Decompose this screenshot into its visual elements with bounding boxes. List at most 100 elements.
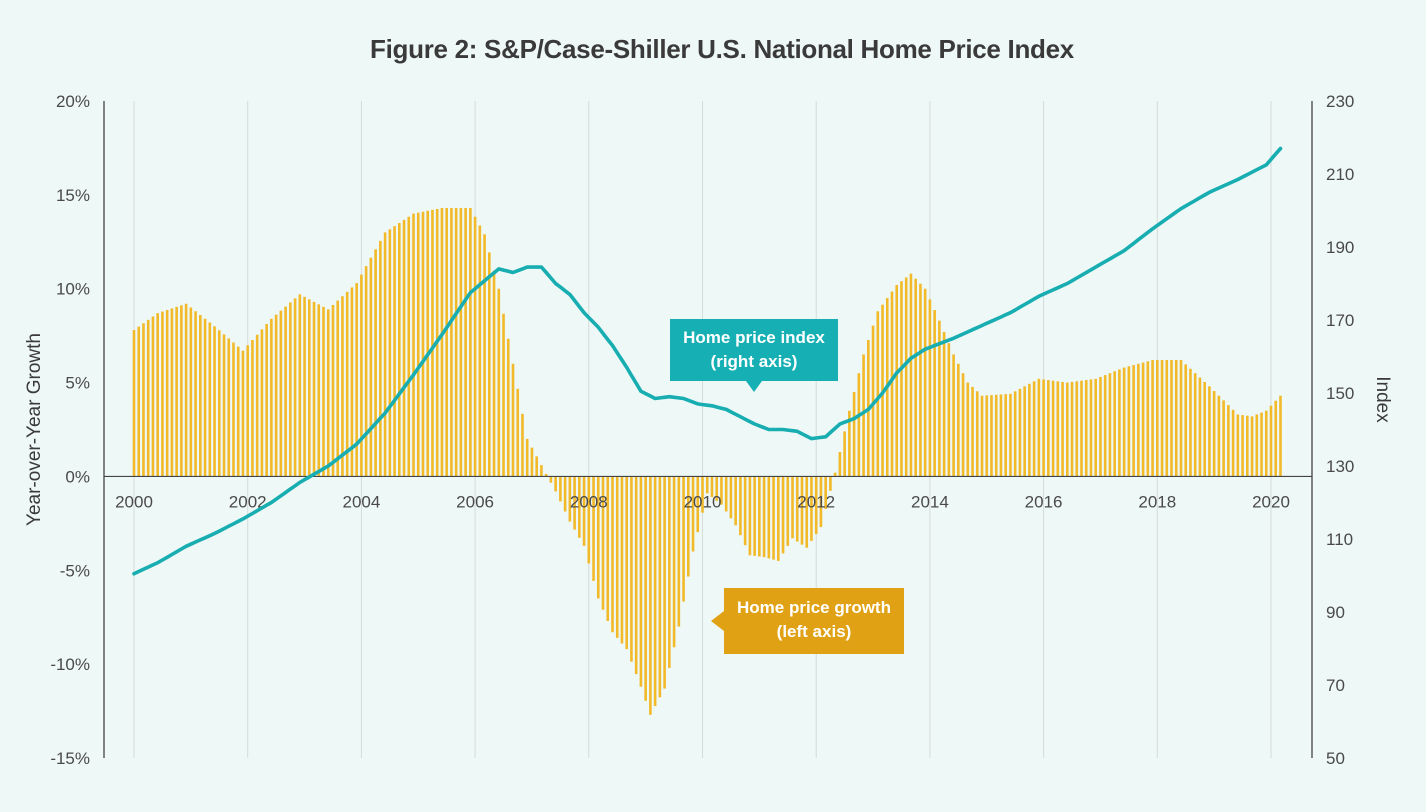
growth-bar: [857, 373, 861, 477]
growth-bar: [1051, 380, 1055, 477]
growth-bar: [132, 330, 136, 477]
growth-bar: [1089, 379, 1093, 477]
growth-bar: [1061, 381, 1064, 477]
left-tick-label: 15%: [56, 186, 90, 205]
growth-bar: [521, 413, 524, 477]
growth-bar: [668, 476, 671, 668]
growth-bar: [1103, 375, 1107, 477]
growth-bar: [620, 476, 624, 644]
growth-bar: [909, 273, 913, 477]
growth-bar: [663, 476, 666, 689]
growth-bar: [568, 476, 572, 522]
chart-title: Figure 2: S&P/Case-Shiller U.S. National…: [370, 34, 1074, 64]
growth-bar: [1099, 376, 1102, 477]
growth-bar: [729, 476, 733, 519]
growth-bar: [506, 338, 510, 477]
growth-bar: [777, 476, 780, 561]
growth-bar: [170, 308, 174, 477]
growth-bar: [241, 350, 245, 477]
growth-bar: [606, 476, 610, 621]
growth-bar: [445, 207, 448, 477]
growth-bar: [232, 342, 235, 477]
growth-bar: [1004, 394, 1007, 477]
x-tick-label: 2000: [115, 492, 153, 511]
growth-bar: [146, 319, 150, 477]
growth-bar: [364, 266, 368, 477]
growth-bar: [1023, 386, 1026, 477]
growth-bar: [672, 476, 676, 648]
growth-bar: [421, 211, 425, 477]
growth-bar: [871, 325, 875, 477]
growth-bar: [559, 476, 562, 502]
growth-bar: [971, 386, 974, 477]
growth-bar: [1246, 415, 1249, 477]
growth-bar: [1042, 379, 1045, 477]
growth-bar: [184, 303, 188, 477]
growth-bar: [957, 363, 960, 477]
growth-bar: [819, 476, 823, 528]
growth-bar: [1264, 410, 1268, 477]
growth-bar: [1236, 414, 1240, 477]
growth-bar: [303, 296, 306, 477]
growth-bar: [686, 476, 690, 577]
growth-bar: [980, 395, 984, 477]
growth-bar: [1137, 363, 1140, 477]
growth-bar: [478, 225, 482, 477]
growth-bar: [743, 476, 747, 546]
growth-bar: [762, 476, 766, 558]
growth-bar: [800, 476, 804, 545]
growth-bar: [407, 216, 411, 477]
growth-bar: [975, 391, 979, 477]
x-tick-label: 2008: [570, 492, 608, 511]
growth-bar: [838, 452, 842, 477]
growth-bar: [151, 316, 155, 477]
growth-bar: [682, 476, 685, 602]
growth-bar: [715, 476, 719, 501]
growth-bar: [473, 216, 477, 477]
growth-bar: [895, 284, 899, 477]
x-tick-label: 2020: [1252, 492, 1290, 511]
x-tick-label: 2016: [1025, 492, 1063, 511]
growth-bar: [426, 210, 430, 477]
growth-bar: [180, 305, 183, 477]
growth-bar: [933, 309, 936, 477]
growth-bar: [1174, 360, 1178, 477]
growth-bar: [644, 476, 647, 701]
growth-bar: [279, 310, 283, 477]
right-tick-label: 150: [1326, 384, 1354, 403]
growth-bar: [175, 306, 178, 477]
growth-bar: [1179, 360, 1183, 477]
growth-bar: [691, 476, 695, 552]
x-tick-label: 2006: [456, 492, 494, 511]
growth-bar: [701, 476, 704, 513]
growth-bar: [497, 288, 501, 477]
x-tick-label: 2018: [1138, 492, 1176, 511]
growth-bar: [710, 476, 714, 498]
growth-bar: [483, 234, 486, 477]
growth-bar: [653, 476, 657, 707]
growth-bar: [402, 219, 406, 477]
growth-bar: [1108, 373, 1112, 477]
index-line: [132, 146, 1283, 576]
growth-bar: [298, 294, 302, 477]
growth-bar: [416, 212, 420, 477]
growth-bar: [516, 388, 520, 477]
growth-bar: [1070, 381, 1074, 477]
growth-bar: [535, 456, 538, 477]
growth-bar: [739, 476, 742, 536]
growth-bar: [464, 207, 467, 477]
growth-bar: [156, 313, 159, 477]
growth-bar: [511, 363, 515, 477]
growth-bar: [805, 476, 809, 548]
growth-bar: [454, 207, 458, 477]
growth-bar: [1227, 405, 1230, 477]
left-tick-label: -5%: [60, 561, 90, 580]
left-tick-label: 20%: [56, 92, 90, 111]
growth-bar: [791, 476, 794, 539]
growth-bar: [705, 476, 709, 494]
growth-bar: [1274, 400, 1278, 477]
growth-bar: [634, 476, 638, 675]
growth-bar: [1165, 360, 1169, 477]
growth-bar: [1132, 365, 1135, 477]
